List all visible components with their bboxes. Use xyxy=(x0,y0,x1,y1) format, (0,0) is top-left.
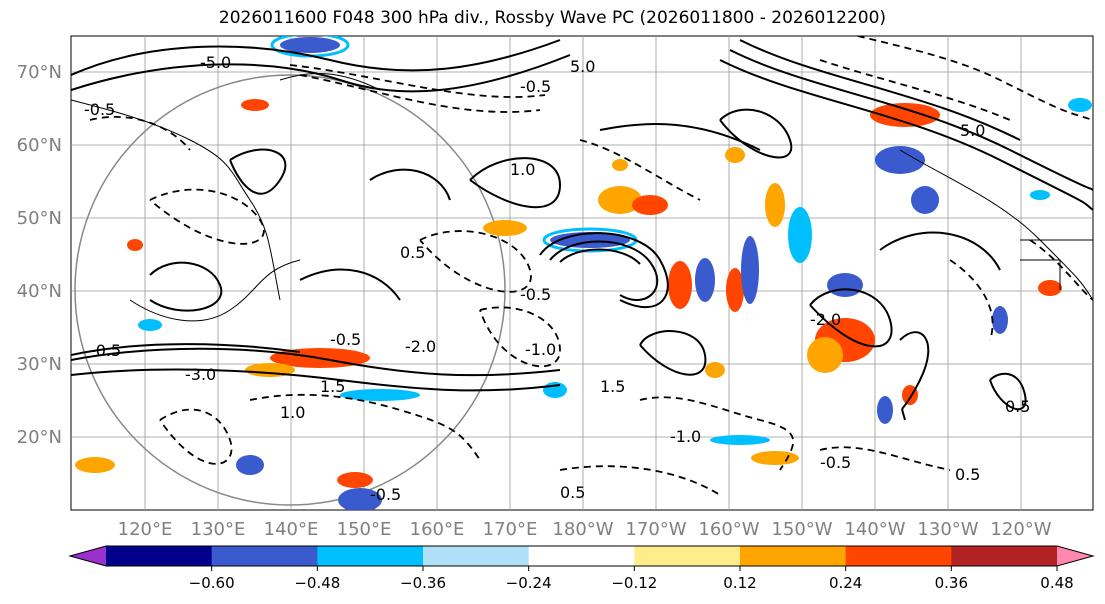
colorbar-tick-label: −0.60 xyxy=(189,574,235,592)
contour-label: 0.5 xyxy=(1005,397,1030,416)
lat-label: 60°N xyxy=(17,135,62,156)
lon-label: 140°E xyxy=(264,519,319,540)
map-title: 2026011600 F048 300 hPa div., Rossby Wav… xyxy=(218,8,887,28)
contour-label: -5.0 xyxy=(200,53,231,72)
contour-label: 5.0 xyxy=(570,57,595,76)
lat-label: 40°N xyxy=(17,281,62,302)
longitude-labels: 120°E 130°E 140°E 150°E 160°E 170°E 180°… xyxy=(118,519,1052,540)
contour-label: -0.5 xyxy=(820,453,851,472)
colorbar: −0.60 −0.48 −0.36 −0.24 −0.12 0.12 0.24 0.36 0.4… xyxy=(68,545,1095,592)
contour-label: -0.5 xyxy=(330,330,361,349)
coastlines xyxy=(71,73,1093,322)
colorbar-bin xyxy=(211,546,318,566)
lat-label: 50°N xyxy=(17,208,62,229)
colorbar-tick-label: 0.36 xyxy=(935,574,968,592)
contour-lines xyxy=(71,39,1093,421)
lon-label: 160°E xyxy=(410,519,465,540)
contour-label: 1.0 xyxy=(280,403,305,422)
negative-contour-lines xyxy=(89,36,1093,496)
lon-label: 170°E xyxy=(483,519,538,540)
lat-label: 70°N xyxy=(17,62,62,83)
colorbar-tick-label: −0.36 xyxy=(400,574,446,592)
contour-label: -0.5 xyxy=(520,77,551,96)
colorbar-bin xyxy=(845,546,952,566)
colorbar-bin xyxy=(423,546,530,566)
colorbar-extend-high xyxy=(1057,546,1093,566)
colorbar-bin xyxy=(740,546,847,566)
lon-label: 120°E xyxy=(118,519,173,540)
colorbar-tick-label: 0.12 xyxy=(723,574,756,592)
contour-label: 1.0 xyxy=(510,160,535,179)
map-panel: -0.5 1.0 -0.5 -2.0 -3.0 1.5 1.0 -5.0 5.0… xyxy=(17,35,1094,540)
contour-label: 0.5 xyxy=(955,465,980,484)
colorbar-tick-label: −0.12 xyxy=(611,574,657,592)
contour-label: -1.0 xyxy=(525,340,556,359)
contour-label: 0.5 xyxy=(400,243,425,262)
colorbar-extend-low xyxy=(70,546,106,566)
contour-label: -1.0 xyxy=(670,427,701,446)
lon-label: 180°W xyxy=(552,519,613,540)
graticule xyxy=(71,36,1093,510)
colorbar-bin xyxy=(528,546,635,566)
contour-label: 5.0 xyxy=(960,121,985,140)
contour-label: -3.0 xyxy=(185,365,216,384)
lon-label: 120°W xyxy=(990,519,1051,540)
contour-label: -0.5 xyxy=(84,100,115,119)
lon-label: 160°W xyxy=(698,519,759,540)
colorbar-bin xyxy=(106,546,213,566)
contour-label: -0.5 xyxy=(520,285,551,304)
contour-labels: -0.5 1.0 -0.5 -2.0 -3.0 1.5 1.0 -5.0 5.0… xyxy=(84,53,1030,504)
lon-label: 150°W xyxy=(771,519,832,540)
lon-label: 150°E xyxy=(337,519,392,540)
contour-label: -2.0 xyxy=(810,310,841,329)
colorbar-tick-label: −0.48 xyxy=(294,574,340,592)
colorbar-bin xyxy=(317,546,424,566)
contour-label: 1.5 xyxy=(320,377,345,396)
colorbar-tick-label: 0.48 xyxy=(1040,574,1073,592)
contour-label: -0.5 xyxy=(370,485,401,504)
contour-label: 0.5 xyxy=(560,483,585,502)
contour-label: -2.0 xyxy=(405,337,436,356)
colorbar-tick-label: 0.24 xyxy=(829,574,862,592)
latitude-labels: 70°N 60°N 50°N 40°N 30°N 20°N xyxy=(17,62,62,448)
colorbar-bin xyxy=(634,546,741,566)
colorbar-outline xyxy=(68,545,1095,567)
rossby-wave-region-circle xyxy=(74,74,506,506)
contour-label: 1.5 xyxy=(600,377,625,396)
lon-label: 130°E xyxy=(191,519,246,540)
lat-label: 30°N xyxy=(17,354,62,375)
lon-label: 140°W xyxy=(844,519,905,540)
lon-label: 170°W xyxy=(625,519,686,540)
contour-label: -0.5 xyxy=(90,341,121,360)
lat-label: 20°N xyxy=(17,427,62,448)
colorbar-tick-label: −0.24 xyxy=(506,574,552,592)
colorbar-bin xyxy=(951,546,1058,566)
lon-label: 130°W xyxy=(917,519,978,540)
